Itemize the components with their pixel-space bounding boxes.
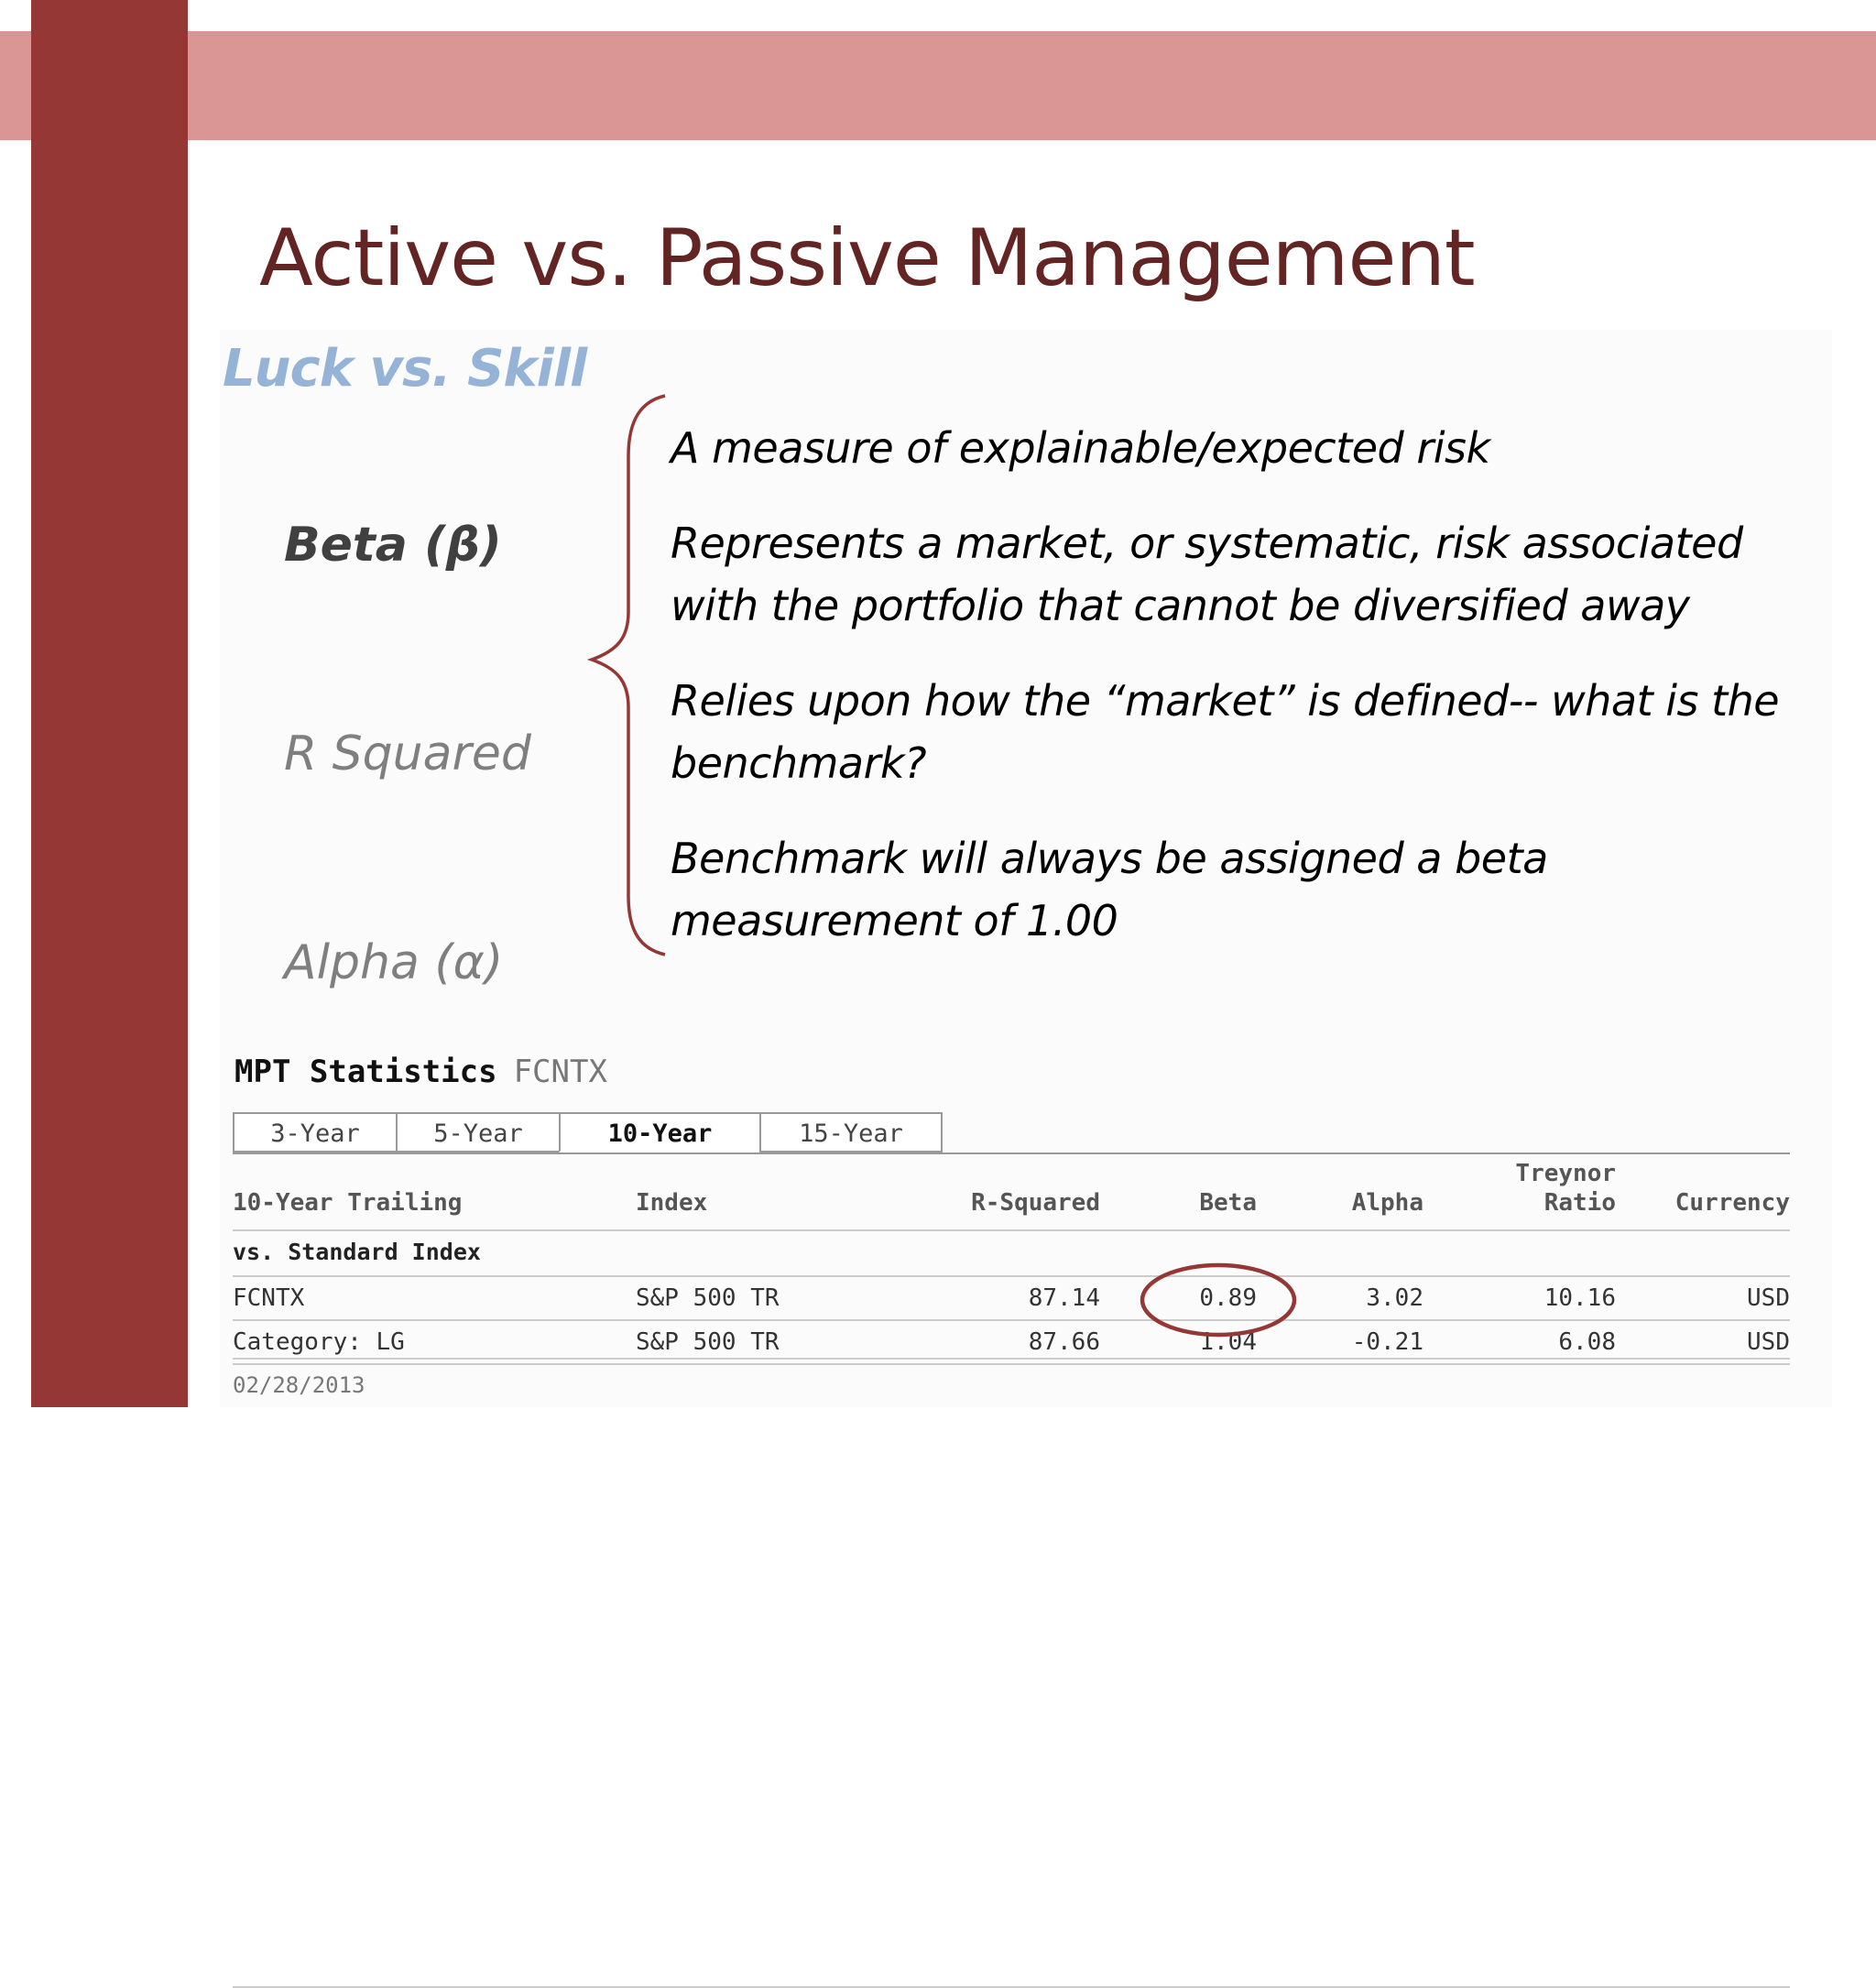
header-alpha: Alpha <box>1351 1189 1423 1217</box>
section-row: vs. Standard Index <box>233 1231 1790 1273</box>
header-index: Index <box>636 1189 708 1217</box>
row-r-squared: 87.14 <box>1028 1284 1100 1312</box>
slide-subtitle: Luck vs. Skill <box>223 339 587 399</box>
left-accent-bar <box>31 0 188 1407</box>
row-divider <box>233 1275 1790 1277</box>
row-alpha: -0.21 <box>1351 1328 1423 1356</box>
slide-title: Active vs. Passive Management <box>259 213 1476 304</box>
definition-item: A measure of explainable/expected risk <box>671 423 1490 473</box>
header-trailing: 10-Year Trailing <box>233 1189 463 1217</box>
beta-highlight-circle <box>1140 1262 1297 1338</box>
row-currency: USD <box>1747 1328 1790 1356</box>
mpt-statistics-panel: MPT Statistics FCNTX 3-Year 5-Year 10-Yea… <box>229 1044 1795 1988</box>
table-row: FCNTX S&P 500 TR 87.14 0.89 3.02 10.16 U… <box>233 1277 1790 1319</box>
row-name: FCNTX <box>233 1284 305 1312</box>
header-r-squared: R-Squared <box>971 1189 1100 1217</box>
term-beta: Beta (β) <box>284 518 502 573</box>
definition-item: Represents a market, or systematic, risk… <box>671 519 1743 630</box>
row-index: S&P 500 TR <box>636 1284 780 1312</box>
mpt-ticker: FCNTX <box>513 1054 607 1090</box>
as-of-date: 02/28/2013 <box>233 1372 365 1398</box>
row-divider <box>233 1319 1790 1321</box>
row-divider <box>233 1363 1790 1365</box>
section-label: vs. Standard Index <box>233 1239 481 1265</box>
row-treynor: 6.08 <box>1558 1328 1616 1356</box>
row-currency: USD <box>1747 1284 1790 1312</box>
tab-3-year[interactable]: 3-Year <box>233 1112 396 1152</box>
tab-10-year[interactable]: 10-Year <box>559 1112 759 1152</box>
row-r-squared: 87.66 <box>1028 1328 1100 1356</box>
mpt-title: MPT Statistics FCNTX <box>234 1052 607 1092</box>
header-beta: Beta <box>1199 1189 1257 1217</box>
tab-15-year[interactable]: 15-Year <box>759 1112 943 1152</box>
term-alpha: Alpha (α) <box>284 935 504 990</box>
row-beta: 0.89 <box>1199 1284 1257 1312</box>
row-index: S&P 500 TR <box>636 1328 780 1356</box>
row-name: Category: LG <box>233 1328 405 1356</box>
definition-list: A measure of explainable/expected risk R… <box>671 417 1816 985</box>
term-r-squared: R Squared <box>284 726 531 781</box>
header-treynor: Treynor <box>1515 1160 1616 1187</box>
table-divider <box>233 1358 1790 1360</box>
mpt-label: MPT Statistics <box>234 1054 497 1090</box>
content-panel <box>220 330 1832 1407</box>
tab-divider <box>233 1152 1790 1154</box>
tab-5-year[interactable]: 5-Year <box>396 1112 559 1152</box>
definition-item: Relies upon how the “market” is defined-… <box>671 676 1780 788</box>
header-divider <box>233 1229 1790 1231</box>
table-header-row: 10-Year Trailing Index R-Squared Beta Al… <box>233 1160 1790 1218</box>
period-tabs: 3-Year 5-Year 10-Year 15-Year <box>233 1112 943 1152</box>
row-alpha: 3.02 <box>1366 1284 1423 1312</box>
header-ratio: Ratio <box>1543 1189 1616 1217</box>
top-accent-band <box>0 31 1876 140</box>
row-treynor: 10.16 <box>1543 1284 1616 1312</box>
definition-item: Benchmark will always be assigned a beta… <box>671 834 1548 945</box>
header-currency: Currency <box>1674 1189 1790 1217</box>
table-row: Category: LG S&P 500 TR 87.66 1.04 -0.21… <box>233 1321 1790 1363</box>
curly-brace <box>586 394 666 956</box>
